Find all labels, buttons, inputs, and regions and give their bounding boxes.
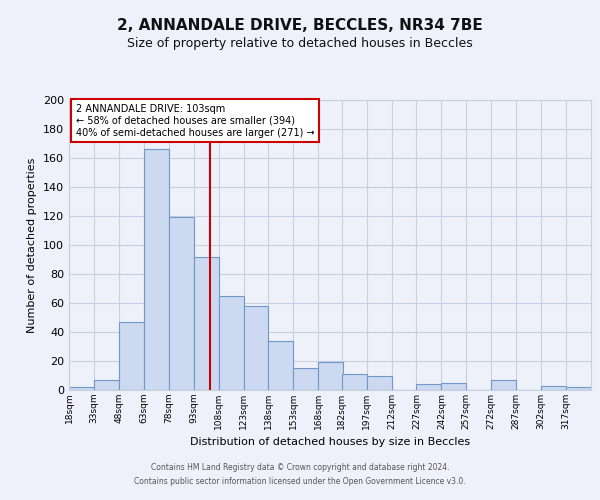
Bar bbox=[367, 376, 392, 390]
Text: Size of property relative to detached houses in Beccles: Size of property relative to detached ho… bbox=[127, 38, 473, 51]
Bar bbox=[566, 387, 591, 390]
Text: Contains HM Land Registry data © Crown copyright and database right 2024.: Contains HM Land Registry data © Crown c… bbox=[151, 464, 449, 472]
Bar bbox=[94, 380, 119, 390]
Y-axis label: Number of detached properties: Number of detached properties bbox=[28, 158, 37, 332]
Bar bbox=[119, 322, 144, 390]
Bar bbox=[244, 306, 268, 390]
Bar bbox=[541, 386, 566, 390]
Bar bbox=[144, 150, 169, 390]
Bar bbox=[194, 256, 218, 390]
Bar bbox=[268, 340, 293, 390]
Bar bbox=[491, 380, 516, 390]
Bar bbox=[218, 296, 244, 390]
Bar bbox=[442, 383, 466, 390]
Bar bbox=[319, 362, 343, 390]
Bar bbox=[69, 387, 94, 390]
Text: 2 ANNANDALE DRIVE: 103sqm
← 58% of detached houses are smaller (394)
40% of semi: 2 ANNANDALE DRIVE: 103sqm ← 58% of detac… bbox=[76, 104, 314, 138]
Bar bbox=[169, 218, 194, 390]
Bar bbox=[341, 374, 367, 390]
Text: Contains public sector information licensed under the Open Government Licence v3: Contains public sector information licen… bbox=[134, 477, 466, 486]
X-axis label: Distribution of detached houses by size in Beccles: Distribution of detached houses by size … bbox=[190, 438, 470, 448]
Text: 2, ANNANDALE DRIVE, BECCLES, NR34 7BE: 2, ANNANDALE DRIVE, BECCLES, NR34 7BE bbox=[117, 18, 483, 32]
Bar bbox=[416, 384, 442, 390]
Bar bbox=[293, 368, 319, 390]
